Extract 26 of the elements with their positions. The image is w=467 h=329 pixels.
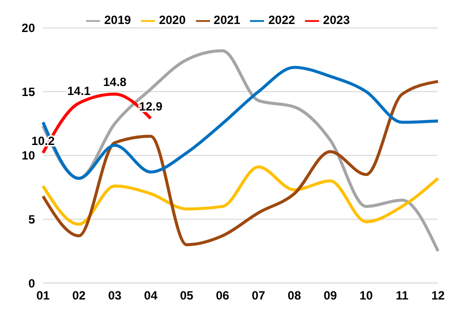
x-tick-label: 11 bbox=[396, 288, 409, 303]
y-tick-label: 15 bbox=[22, 84, 36, 99]
legend-label: 2023 bbox=[323, 13, 350, 27]
x-tick-label: 01 bbox=[36, 288, 50, 303]
data-label: 14.8 bbox=[103, 75, 127, 90]
x-tick-label: 02 bbox=[72, 288, 86, 303]
y-tick-label: 10 bbox=[22, 148, 36, 163]
x-tick-label: 04 bbox=[144, 288, 158, 303]
y-tick-label: 0 bbox=[28, 276, 36, 290]
y-tick-label: 20 bbox=[22, 21, 36, 36]
legend-label: 2021 bbox=[214, 13, 240, 27]
legend-label: 2020 bbox=[158, 13, 186, 27]
x-tick-label: 08 bbox=[288, 288, 302, 303]
data-label: 12.9 bbox=[139, 99, 163, 114]
x-tick-label: 12 bbox=[431, 288, 445, 303]
x-tick-label: 03 bbox=[108, 288, 122, 303]
line-series bbox=[42, 165, 440, 226]
y-tick-label: 5 bbox=[28, 212, 36, 226]
x-tick-label: 05 bbox=[180, 288, 194, 303]
x-tick-label: 10 bbox=[360, 288, 374, 303]
x-tick-label: 09 bbox=[324, 288, 338, 303]
legend-label: 2022 bbox=[268, 13, 296, 27]
x-tick-label: 07 bbox=[252, 288, 266, 303]
legend-label: 2019 bbox=[104, 13, 131, 27]
data-label: 14.1 bbox=[67, 84, 91, 98]
x-tick-label: 06 bbox=[216, 288, 230, 303]
